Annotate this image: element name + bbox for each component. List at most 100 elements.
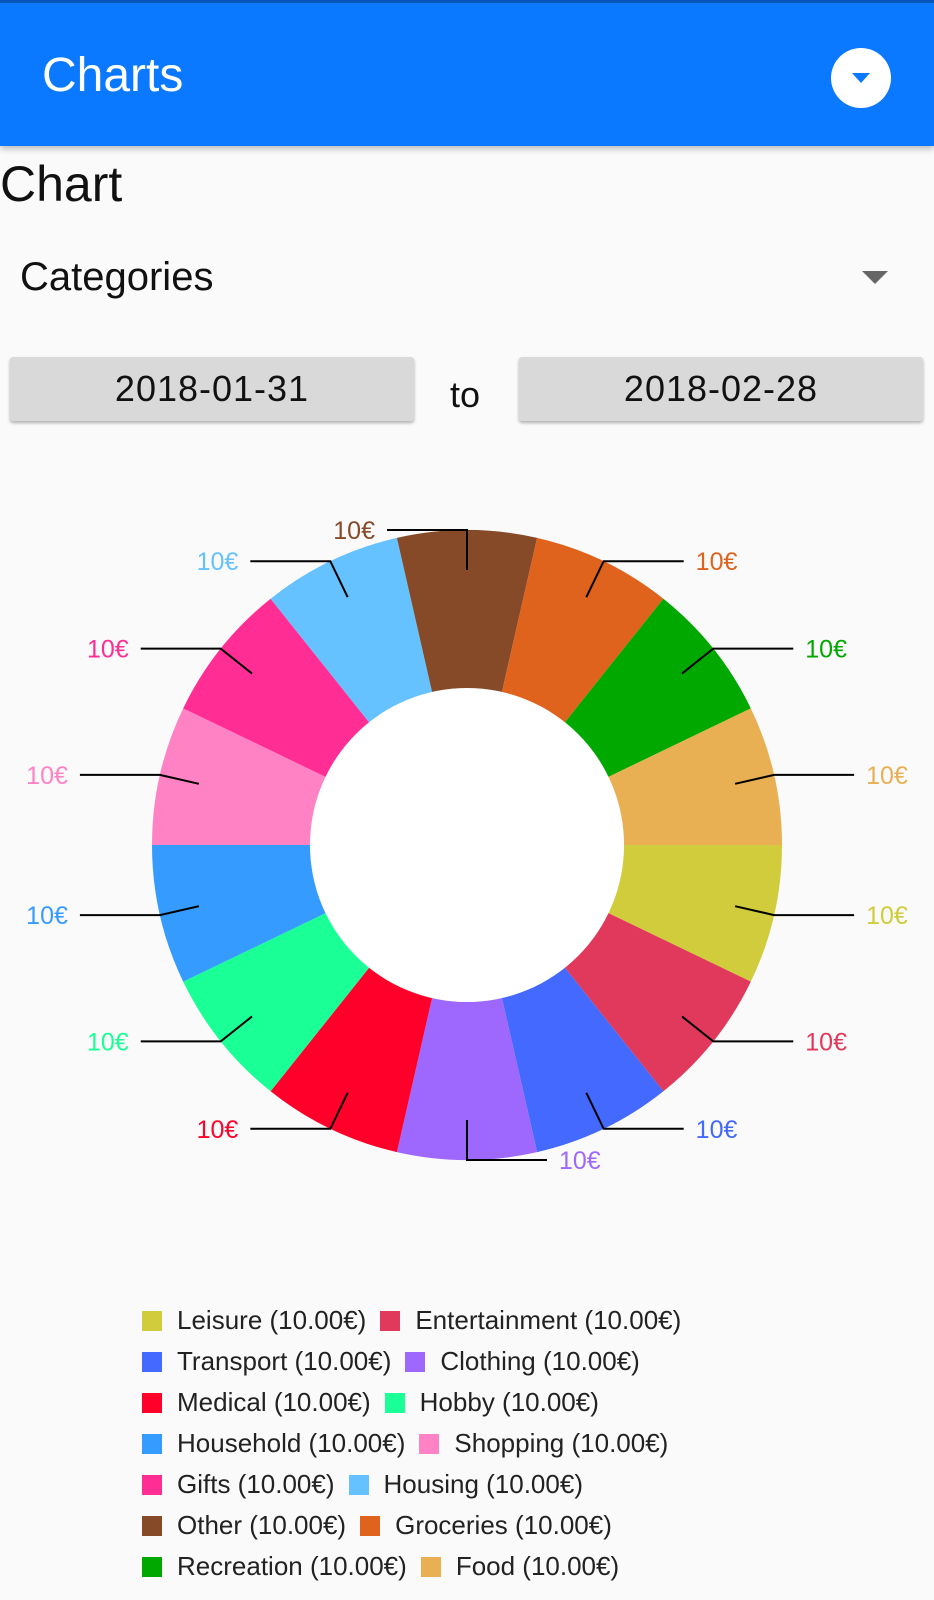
legend-label: Entertainment (10.00€) bbox=[415, 1305, 682, 1335]
slice-value-label: 10€ bbox=[559, 1147, 601, 1175]
legend-swatch bbox=[142, 1392, 162, 1413]
legend-swatch bbox=[405, 1351, 426, 1372]
slice-value-label: 10€ bbox=[87, 1028, 129, 1056]
legend-item: Entertainment (10.00€) bbox=[380, 1305, 681, 1336]
date-range-separator: to bbox=[450, 374, 481, 415]
pie-slice-clothing[interactable] bbox=[396, 996, 538, 1160]
legend-swatch bbox=[142, 1351, 162, 1372]
slice-value-label: 10€ bbox=[87, 636, 129, 664]
app-title: Charts bbox=[42, 49, 184, 102]
pie-slice-other[interactable] bbox=[396, 530, 538, 694]
pie-slice-entertainment[interactable] bbox=[563, 912, 751, 1092]
slice-leader-line bbox=[681, 647, 794, 675]
section-title: Chart bbox=[0, 156, 123, 212]
chart-legend: Leisure (10.00€) Entertainment (10.00€) Tr… bbox=[142, 1300, 695, 1587]
legend-swatch bbox=[142, 1474, 162, 1495]
legend-swatch bbox=[142, 1515, 162, 1536]
legend-label: Leisure (10.00€) bbox=[177, 1305, 367, 1335]
pie-slice-housing[interactable] bbox=[270, 537, 433, 724]
slice-leader-line bbox=[734, 773, 855, 785]
pie-slice-transport[interactable] bbox=[501, 966, 664, 1153]
chart-type-value: Categories bbox=[20, 255, 214, 299]
slice-value-label: 10€ bbox=[333, 517, 375, 545]
pie-slice-food[interactable] bbox=[606, 708, 782, 845]
legend-item: Transport (10.00€) bbox=[142, 1346, 391, 1377]
slice-value-label: 10€ bbox=[866, 762, 908, 790]
slice-leader-line bbox=[250, 560, 349, 598]
legend-row: Medical (10.00€) Hobby (10.00€) bbox=[142, 1382, 695, 1423]
slice-value-label: 10€ bbox=[696, 548, 738, 576]
slice-leader-line bbox=[79, 905, 200, 917]
legend-row: Gifts (10.00€) Housing (10.00€) bbox=[142, 1464, 695, 1505]
legend-label: Gifts (10.00€) bbox=[177, 1469, 335, 1499]
date-to-button[interactable]: 2018-02-28 bbox=[519, 357, 923, 421]
slice-leader-line bbox=[585, 1092, 684, 1130]
slice-value-label: 10€ bbox=[26, 762, 68, 790]
legend-row: Transport (10.00€) Clothing (10.00€) bbox=[142, 1341, 695, 1382]
legend-item: Shopping (10.00€) bbox=[419, 1428, 668, 1459]
legend-swatch bbox=[360, 1515, 381, 1536]
legend-item: Household (10.00€) bbox=[142, 1428, 405, 1459]
legend-label: Hobby (10.00€) bbox=[419, 1387, 599, 1417]
donut-chart[interactable]: 10€ 10€ 10€ 10€ 10€ 10€ 10€ 10€ 10€ 10€ 10€ 10€ 10€ 1… bbox=[0, 500, 934, 1200]
slice-value-label: 10€ bbox=[696, 1116, 738, 1144]
slice-leader-line bbox=[387, 529, 468, 570]
legend-label: Transport (10.00€) bbox=[177, 1346, 392, 1376]
slice-leader-line bbox=[734, 905, 855, 917]
legend-swatch bbox=[348, 1474, 369, 1495]
pie-slice-gifts[interactable] bbox=[183, 598, 371, 778]
legend-label: Other (10.00€) bbox=[177, 1510, 347, 1540]
slice-leader-line bbox=[79, 773, 200, 785]
legend-swatch bbox=[142, 1433, 162, 1454]
pie-slice-shopping[interactable] bbox=[152, 708, 328, 845]
legend-label: Medical (10.00€) bbox=[177, 1387, 371, 1417]
legend-swatch bbox=[142, 1556, 162, 1577]
legend-row: Leisure (10.00€) Entertainment (10.00€) bbox=[142, 1300, 695, 1341]
slice-value-label: 10€ bbox=[197, 548, 239, 576]
donut-hole bbox=[310, 688, 624, 1002]
legend-item: Gifts (10.00€) bbox=[142, 1469, 335, 1500]
legend-item: Leisure (10.00€) bbox=[142, 1305, 366, 1336]
legend-swatch bbox=[420, 1556, 441, 1577]
legend-label: Housing (10.00€) bbox=[383, 1469, 583, 1499]
pie-slice-hobby[interactable] bbox=[183, 912, 371, 1092]
chevron-down-icon bbox=[852, 73, 870, 83]
legend-label: Recreation (10.00€) bbox=[177, 1551, 407, 1581]
slice-value-label: 10€ bbox=[197, 1116, 239, 1144]
slice-leader-line bbox=[140, 1015, 253, 1043]
legend-item: Recreation (10.00€) bbox=[142, 1551, 407, 1582]
legend-label: Clothing (10.00€) bbox=[440, 1346, 640, 1376]
pie-slice-groceries[interactable] bbox=[501, 537, 664, 724]
pie-slice-recreation[interactable] bbox=[563, 598, 751, 778]
legend-item: Food (10.00€) bbox=[420, 1551, 620, 1582]
date-from-button[interactable]: 2018-01-31 bbox=[10, 357, 414, 421]
slice-value-label: 10€ bbox=[866, 902, 908, 930]
legend-swatch bbox=[142, 1310, 162, 1331]
legend-item: Housing (10.00€) bbox=[348, 1469, 583, 1500]
legend-swatch bbox=[384, 1392, 405, 1413]
legend-item: Clothing (10.00€) bbox=[405, 1346, 640, 1377]
legend-item: Other (10.00€) bbox=[142, 1510, 346, 1541]
legend-item: Groceries (10.00€) bbox=[360, 1510, 612, 1541]
legend-item: Medical (10.00€) bbox=[142, 1387, 371, 1418]
pie-slice-leisure[interactable] bbox=[606, 845, 782, 982]
menu-dropdown-button[interactable] bbox=[831, 48, 891, 108]
slice-leader-line bbox=[140, 647, 253, 675]
slice-value-label: 10€ bbox=[805, 1028, 847, 1056]
legend-row: Recreation (10.00€) Food (10.00€) bbox=[142, 1546, 695, 1587]
legend-swatch bbox=[380, 1310, 401, 1331]
chart-type-select[interactable]: Categories bbox=[20, 255, 900, 305]
legend-row: Other (10.00€) Groceries (10.00€) bbox=[142, 1505, 695, 1546]
app-bar: Charts bbox=[0, 0, 934, 146]
legend-label: Shopping (10.00€) bbox=[454, 1428, 669, 1458]
slice-leader-line bbox=[466, 1120, 547, 1161]
legend-item: Hobby (10.00€) bbox=[384, 1387, 599, 1418]
legend-label: Household (10.00€) bbox=[177, 1428, 406, 1458]
pie-slice-medical[interactable] bbox=[270, 966, 433, 1153]
legend-row: Household (10.00€) Shopping (10.00€) bbox=[142, 1423, 695, 1464]
legend-label: Groceries (10.00€) bbox=[395, 1510, 612, 1540]
legend-swatch bbox=[419, 1433, 440, 1454]
legend-label: Food (10.00€) bbox=[455, 1551, 620, 1581]
slice-value-label: 10€ bbox=[26, 902, 68, 930]
pie-slice-household[interactable] bbox=[152, 845, 328, 982]
